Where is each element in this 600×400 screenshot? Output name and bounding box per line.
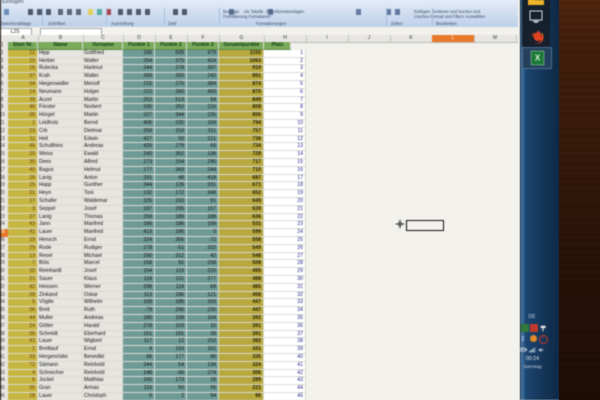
svg-text:X: X — [535, 54, 541, 63]
